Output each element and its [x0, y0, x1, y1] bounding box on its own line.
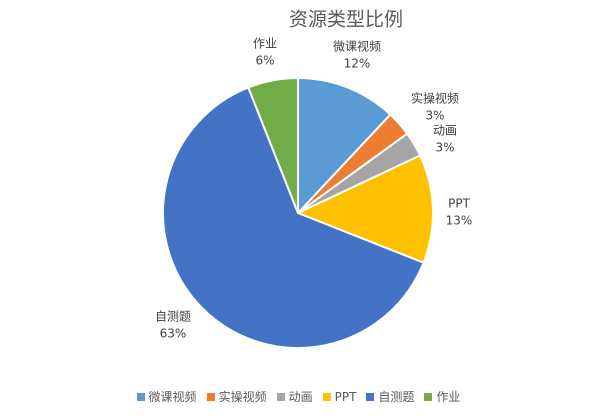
legend-swatch	[424, 392, 433, 401]
chart-title: 资源类型比例	[289, 9, 403, 31]
data-label-value: 63%	[160, 327, 187, 341]
legend-item: 实操视频	[206, 388, 267, 405]
legend-item: 作业	[424, 388, 460, 405]
legend-item: 微课视频	[136, 388, 197, 405]
legend-label: 实操视频	[218, 390, 267, 404]
legend-swatch	[206, 392, 215, 401]
legend-item: 自测题	[366, 388, 414, 405]
legend-item: PPT	[322, 388, 357, 405]
pie-slice	[162, 86, 425, 349]
legend-swatch	[366, 392, 375, 401]
legend-swatch	[276, 392, 285, 401]
legend: 微课视频 实操视频 动画 PPT 自测题 作业	[0, 388, 597, 405]
legend-item: 动画	[276, 388, 313, 405]
pie-slice	[297, 76, 392, 216]
legend-label: 作业	[436, 390, 461, 404]
data-label-value: 3%	[425, 109, 444, 123]
pie-slice	[295, 154, 434, 264]
data-label-name: 实操视频	[411, 91, 459, 106]
data-label-name: 微课视频	[333, 39, 381, 54]
data-label-value: 13%	[446, 214, 473, 228]
pie-slice	[247, 76, 299, 214]
data-label-name: 自测题	[155, 310, 191, 324]
data-label-value: 3%	[435, 141, 454, 155]
data-label-name: 作业	[253, 37, 277, 51]
data-label-value: 12%	[344, 57, 371, 71]
data-label-name: PPT	[448, 197, 470, 211]
legend-label: 自测题	[378, 390, 415, 404]
legend-swatch	[322, 392, 331, 401]
data-label-name: 动画	[433, 124, 457, 138]
legend-label: 微课视频	[148, 390, 197, 404]
legend-label: 动画	[288, 390, 313, 404]
legend-label: PPT	[334, 389, 357, 404]
data-label-value: 6%	[255, 54, 274, 68]
legend-swatch	[136, 392, 145, 401]
